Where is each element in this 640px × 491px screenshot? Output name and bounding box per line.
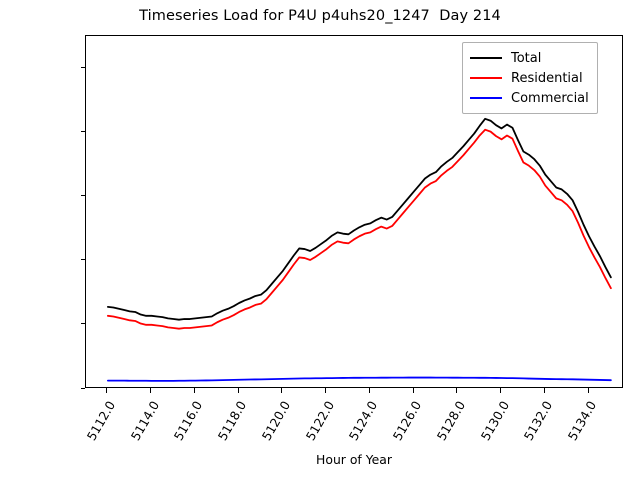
x-tick-mark bbox=[237, 388, 239, 393]
y-tick-mark bbox=[80, 259, 85, 261]
y-tick-mark bbox=[80, 323, 85, 325]
x-tick-mark bbox=[281, 388, 283, 393]
chart-figure: Timeseries Load for P4U p4uhs20_1247 Day… bbox=[80, 8, 623, 467]
y-tick-mark bbox=[80, 66, 85, 68]
chart-legend: Total Residential Commercial bbox=[462, 42, 598, 114]
y-tick-mark bbox=[80, 387, 85, 389]
x-tick-mark bbox=[368, 388, 370, 393]
legend-item-commercial: Commercial bbox=[470, 88, 589, 108]
y-tick-mark bbox=[80, 194, 85, 197]
x-tick-mark bbox=[150, 388, 152, 393]
series-line-commercial bbox=[106, 376, 612, 382]
legend-label: Residential bbox=[511, 70, 583, 86]
legend-label: Total bbox=[511, 50, 542, 66]
series-line-residential bbox=[106, 128, 612, 330]
series-layer bbox=[106, 117, 612, 382]
legend-label: Commercial bbox=[511, 90, 589, 106]
y-tick-mark bbox=[80, 130, 85, 132]
plot-area bbox=[85, 35, 623, 388]
x-tick-mark bbox=[412, 388, 414, 393]
legend-color-swatch bbox=[470, 57, 502, 59]
x-tick-mark bbox=[325, 388, 327, 393]
x-tick-mark bbox=[500, 388, 502, 393]
x-tick-mark bbox=[587, 388, 589, 393]
data-series-canvas bbox=[106, 117, 612, 382]
chart-title: Timeseries Load for P4U p4uhs20_1247 Day… bbox=[139, 8, 501, 24]
series-line-total bbox=[106, 117, 612, 321]
legend-item-residential: Residential bbox=[470, 68, 589, 88]
legend-item-total: Total bbox=[470, 48, 589, 68]
x-tick-mark bbox=[106, 388, 108, 393]
x-tick-mark bbox=[543, 388, 545, 393]
x-axis-label: Hour of Year bbox=[316, 452, 392, 467]
legend-color-swatch bbox=[470, 77, 502, 79]
legend-color-swatch bbox=[470, 97, 502, 99]
x-tick-mark bbox=[193, 388, 195, 393]
x-tick-mark bbox=[456, 388, 458, 393]
